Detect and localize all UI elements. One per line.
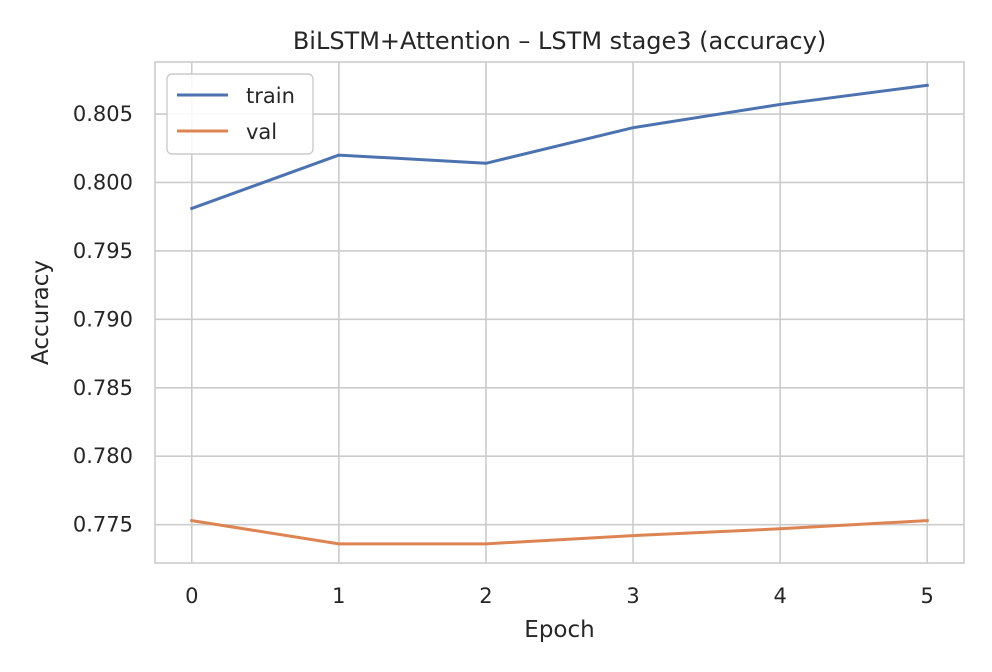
legend-label-val: val (246, 120, 277, 144)
series-line-val (190, 518, 929, 546)
legend-label-train: train (246, 84, 295, 108)
y-axis-label: Accuracy (28, 260, 54, 365)
y-tick-label: 0.805 (73, 102, 133, 126)
ticks-layer: 0 1 2 3 4 5 0.775 0.780 0.785 0.790 0.795 0.800 0.80… (73, 102, 934, 608)
x-tick-label: 3 (626, 584, 639, 608)
y-tick-label: 0.795 (73, 239, 133, 263)
y-tick-label: 0.775 (73, 513, 133, 537)
x-tick-label: 4 (773, 584, 786, 608)
plot-frame (154, 61, 965, 564)
x-tick-label: 2 (479, 584, 492, 608)
series-line-train (189, 83, 929, 211)
grid-layer (155, 62, 964, 563)
x-tick-label: 0 (185, 584, 198, 608)
x-axis-label: Epoch (524, 617, 594, 643)
series-layer (189, 83, 929, 546)
y-tick-label: 0.780 (73, 444, 133, 468)
chart-title: BiLSTM+Attention – LSTM stage3 (accuracy… (293, 27, 826, 55)
y-tick-label: 0.800 (73, 170, 133, 194)
y-tick-label: 0.785 (73, 376, 133, 400)
x-tick-label: 5 (921, 584, 934, 608)
x-tick-label: 1 (332, 584, 345, 608)
y-tick-label: 0.790 (73, 307, 133, 331)
legend: train val (166, 73, 314, 155)
